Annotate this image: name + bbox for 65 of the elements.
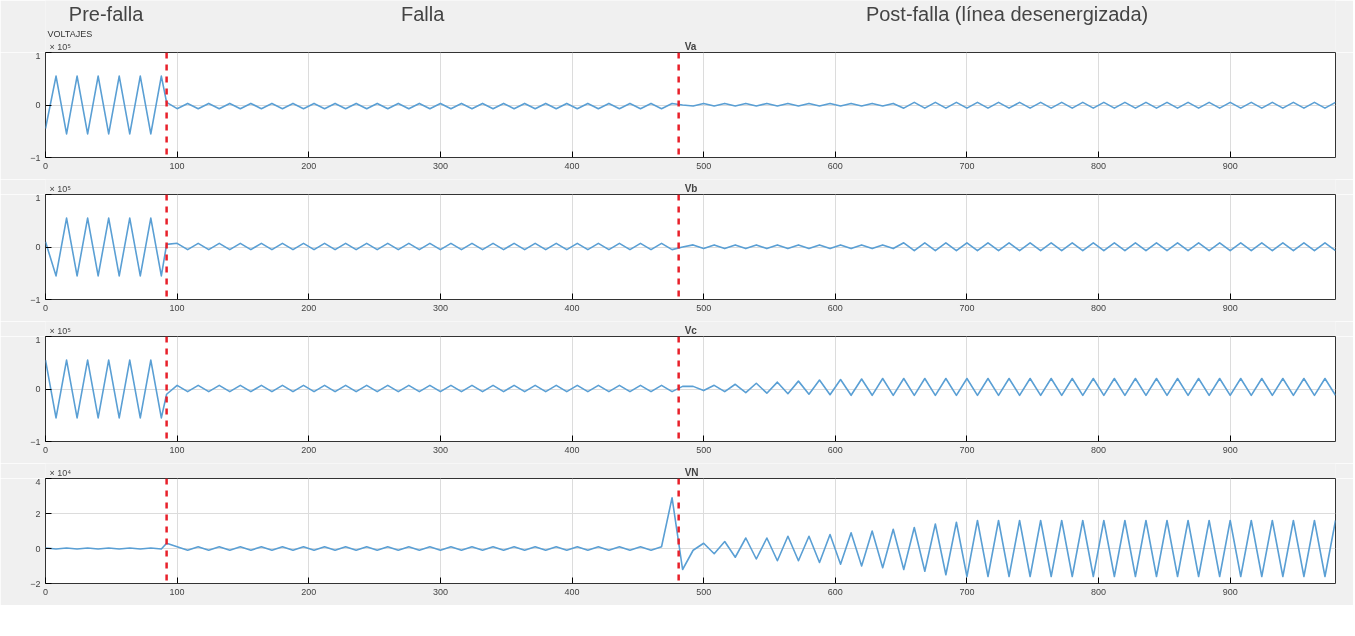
y-tick-label: 0 (35, 384, 41, 394)
x-tick-label: 0 (43, 444, 49, 455)
text: VOLTAJES (47, 28, 93, 39)
x-tick-label: 300 (432, 444, 448, 455)
x-tick-label: 500 (696, 586, 712, 597)
text: Pre-falla (68, 2, 145, 25)
y-tick-label: 4 (35, 476, 41, 487)
x-tick-label: 600 (827, 586, 843, 597)
text: Falla (400, 2, 446, 25)
y-tick-label: 0 (35, 100, 41, 110)
x-tick-label: 700 (959, 160, 975, 171)
y-tick-label: −2 (30, 578, 41, 589)
x-tick-label: 100 (169, 444, 185, 455)
x-tick-label: 700 (959, 586, 975, 597)
y-tick-label: 2 (35, 508, 41, 519)
x-tick-label: 200 (301, 160, 317, 171)
x-tick-label: 300 (432, 586, 448, 597)
x-tick-label: 400 (564, 160, 580, 171)
x-tick-label: 200 (301, 586, 317, 597)
y-axis-title: × 10⁵ (49, 183, 72, 194)
x-tick-label: 700 (959, 444, 975, 455)
y-tick-label: −1 (30, 436, 41, 447)
y-tick-label: 1 (35, 334, 41, 345)
x-tick-label: 600 (827, 302, 843, 313)
x-tick-label: 300 (432, 302, 448, 313)
y-tick-label: 0 (35, 242, 41, 252)
x-tick-label: 800 (1091, 586, 1107, 597)
y-tick-label: 1 (35, 50, 41, 61)
x-tick-label: 300 (432, 160, 448, 171)
x-tick-label: 0 (43, 160, 49, 171)
x-tick-label: 900 (1222, 586, 1238, 597)
y-tick-label: 1 (35, 192, 41, 203)
x-tick-label: 500 (696, 444, 712, 455)
x-tick-label: 800 (1091, 160, 1107, 171)
chart-title: VN (684, 466, 699, 478)
y-axis-title: × 10⁵ (49, 41, 72, 52)
x-tick-label: 0 (43, 302, 49, 313)
text: Post-falla (línea desenergizada) (865, 2, 1149, 25)
x-tick-label: 0 (43, 586, 49, 597)
x-tick-label: 100 (169, 160, 185, 171)
x-tick-label: 900 (1222, 302, 1238, 313)
x-tick-label: 800 (1091, 444, 1107, 455)
y-axis-title: × 10⁴ (49, 467, 72, 478)
x-tick-label: 400 (564, 444, 580, 455)
x-tick-label: 600 (827, 160, 843, 171)
x-tick-label: 900 (1222, 160, 1238, 171)
x-tick-label: 100 (169, 302, 185, 313)
x-tick-label: 100 (169, 586, 185, 597)
x-tick-label: 500 (696, 160, 712, 171)
y-axis-title: × 10⁵ (49, 325, 72, 336)
x-tick-label: 700 (959, 302, 975, 313)
x-tick-label: 200 (301, 444, 317, 455)
x-tick-label: 200 (301, 302, 317, 313)
y-tick-label: 0 (35, 543, 41, 554)
x-tick-label: 900 (1222, 444, 1238, 455)
chart-title: Vb (684, 182, 698, 194)
x-tick-label: 800 (1091, 302, 1107, 313)
chart-title: Va (684, 40, 697, 52)
x-tick-label: 500 (696, 302, 712, 313)
y-tick-label: −1 (30, 152, 41, 163)
x-tick-label: 600 (827, 444, 843, 455)
x-tick-label: 400 (564, 586, 580, 597)
x-tick-label: 400 (564, 302, 580, 313)
y-tick-label: −1 (30, 294, 41, 305)
chart-title: Vc (684, 324, 698, 336)
